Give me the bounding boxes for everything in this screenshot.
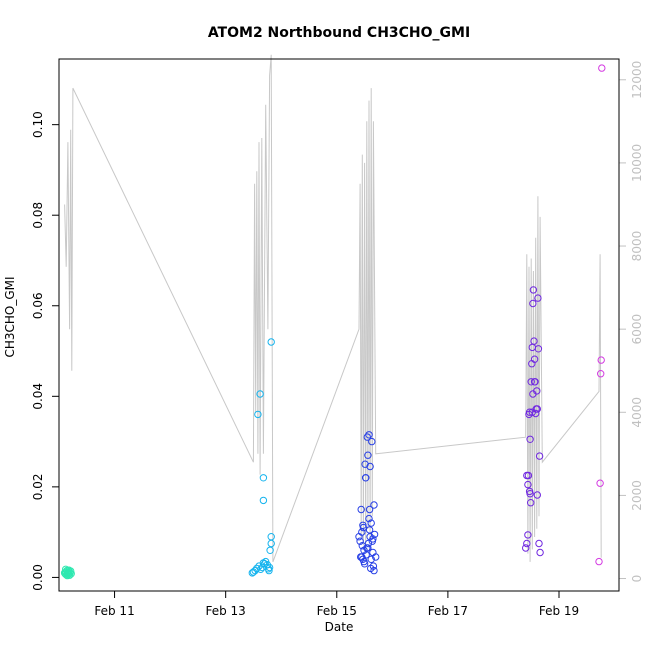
y-tick-label-4: 0.08	[31, 202, 45, 229]
x-tick-label-2: Feb 15	[317, 604, 357, 618]
x-tick-label-0: Feb 11	[94, 604, 134, 618]
y2-tick-label-6: 12000	[630, 61, 644, 99]
y2-tick-label-2: 4000	[630, 397, 644, 428]
plot-frame	[58, 58, 620, 592]
data-point-s3-20	[534, 294, 542, 302]
data-point-s1-17	[256, 390, 264, 398]
data-point-s4-2	[597, 370, 605, 378]
data-point-s2-3	[358, 528, 366, 536]
data-point-s3-2	[524, 480, 532, 489]
data-point-s3-21	[534, 345, 543, 353]
data-point-s1-18	[259, 474, 268, 482]
data-point-s3-26	[524, 531, 532, 539]
y-tick-label-2: 0.04	[31, 383, 45, 410]
chart-title: ATOM2 Northbound CH3CHO_GMI	[208, 25, 470, 41]
x-tick-label-1: Feb 13	[205, 604, 245, 618]
data-point-s2-26	[370, 530, 379, 539]
data-point-s3-31	[525, 408, 534, 416]
y-axis-title: CH3CHO_GMI	[3, 276, 17, 357]
data-point-s3-32	[529, 390, 537, 398]
y2-tick-label-5: 10000	[630, 144, 644, 182]
data-point-s3-22	[535, 539, 543, 548]
data-point-s3-11	[529, 299, 537, 308]
data-point-s1-3	[253, 564, 261, 573]
y2-tick-label-3: 6000	[630, 314, 644, 345]
data-point-s2-2	[357, 505, 365, 514]
data-point-s2-13	[363, 433, 371, 441]
data-point-s2-17	[365, 505, 374, 514]
data-point-s2-39	[360, 557, 368, 566]
y-tick-label-0: 0.00	[31, 564, 45, 591]
data-point-s2-38	[370, 566, 378, 575]
data-point-s3-30	[533, 405, 541, 413]
data-point-s1-19	[259, 496, 268, 505]
data-point-s3-12	[529, 286, 538, 294]
data-point-s3-24	[536, 548, 544, 557]
data-point-s2-36	[365, 526, 374, 534]
plot-area: Feb 11 Feb 13 Feb 15 Feb 17 Feb 19 0.00 0.02 0.…	[31, 54, 644, 618]
data-point-s3-0	[522, 544, 530, 552]
data-point-s1-20	[267, 338, 275, 346]
data-point-s2-15	[364, 539, 373, 548]
data-point-s1-15	[259, 559, 268, 567]
data-point-s2-37	[367, 519, 375, 527]
data-point-s0-15	[65, 566, 73, 574]
data-point-s2-33	[369, 535, 377, 543]
y2-tick-label-0: 0	[630, 575, 644, 583]
data-point-s2-29	[359, 521, 367, 529]
data-point-s4-1	[596, 479, 604, 487]
data-point-s3-6	[526, 435, 534, 443]
data-point-s2-1	[356, 537, 364, 545]
data-point-s1-21	[267, 539, 275, 548]
data-point-s3-27	[526, 490, 534, 498]
data-point-s3-14	[530, 355, 539, 363]
x-tick-label-4: Feb 19	[539, 604, 579, 618]
x-tick-label-3: Feb 17	[428, 604, 468, 618]
data-point-s3-7	[527, 499, 535, 507]
data-point-s2-27	[372, 553, 380, 561]
data-point-s3-8	[527, 378, 535, 386]
x-axis-title: Date	[325, 620, 354, 634]
data-point-s2-25	[370, 501, 378, 509]
data-point-s0-14	[63, 571, 72, 580]
data-point-s2-28	[362, 474, 370, 482]
data-point-s2-30	[365, 431, 373, 439]
data-point-s3-25	[523, 471, 531, 480]
data-point-s3-13	[530, 337, 538, 345]
data-point-s4-3	[597, 356, 605, 364]
data-point-s4-0	[595, 557, 603, 566]
data-point-s1-14	[265, 566, 273, 575]
altitude-line	[64, 54, 602, 563]
data-point-s2-24	[369, 562, 378, 570]
data-point-s2-20	[367, 555, 375, 563]
data-point-s2-31	[366, 462, 374, 471]
data-point-s3-19	[533, 491, 541, 499]
y-tick-label-3: 0.06	[31, 292, 45, 319]
data-point-s1-12	[266, 546, 274, 554]
data-point-s1-5	[257, 565, 265, 573]
data-point-s3-29	[530, 378, 539, 386]
data-point-s4-4	[598, 64, 606, 72]
y2-tick-label-1: 2000	[630, 480, 644, 511]
data-point-s2-35	[364, 544, 372, 552]
data-point-s2-34	[358, 553, 366, 561]
data-point-s1-16	[254, 410, 262, 419]
data-point-s0-12	[67, 570, 75, 578]
data-point-s2-14	[364, 451, 372, 459]
data-point-s2-16	[365, 514, 373, 523]
data-point-s3-1	[523, 539, 531, 548]
y-tick-label-1: 0.02	[31, 474, 45, 501]
data-point-s3-23	[535, 452, 544, 460]
y-tick-label-5: 0.10	[31, 111, 45, 138]
data-point-s1-2	[251, 566, 259, 575]
y2-tick-label-4: 8000	[630, 231, 644, 262]
data-point-s1-11	[265, 563, 274, 572]
data-point-s2-21	[368, 437, 376, 446]
